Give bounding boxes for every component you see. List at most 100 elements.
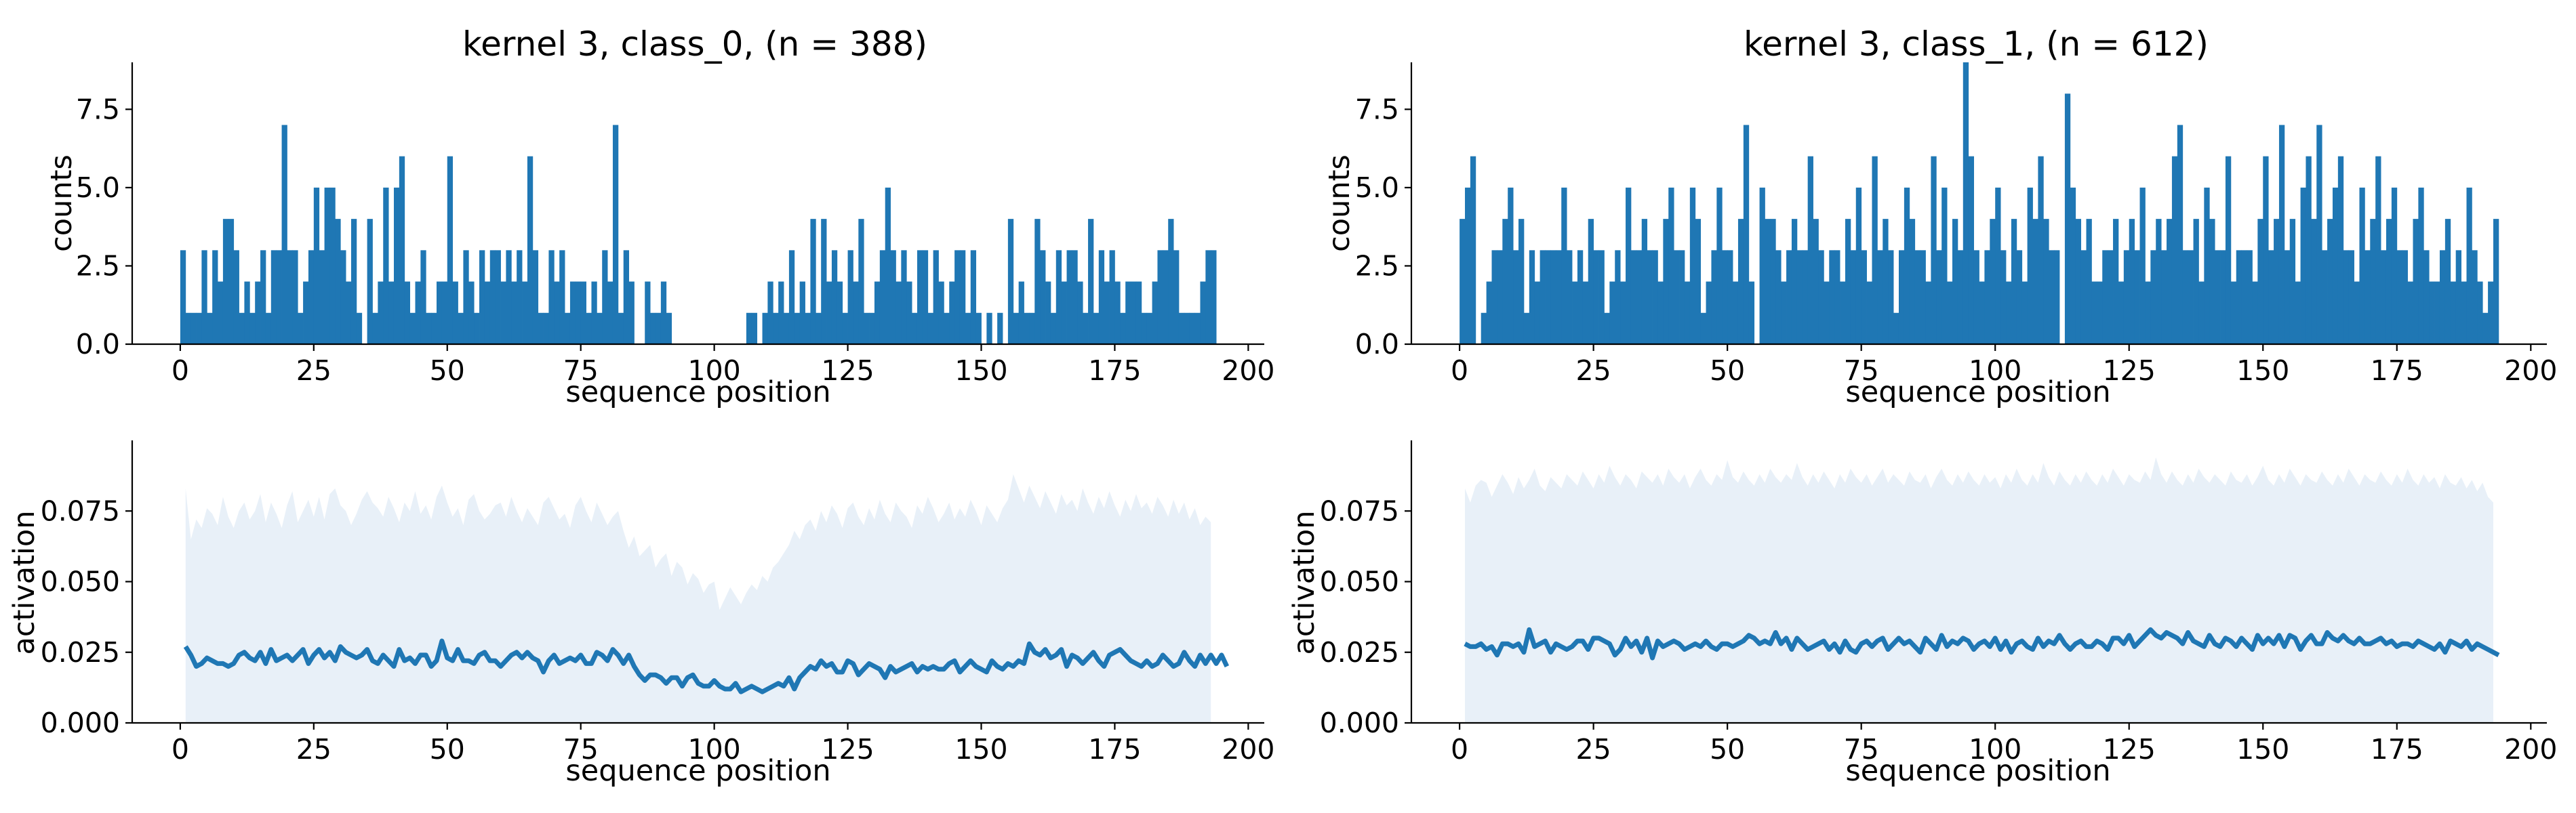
histogram-bar	[2225, 156, 2232, 344]
histogram-bar	[393, 187, 400, 344]
x-tick-label: 200	[2504, 354, 2557, 387]
histogram-bar	[2177, 125, 2183, 344]
histogram-bar	[2263, 156, 2269, 344]
histogram-bar	[1050, 312, 1057, 344]
histogram-bar	[2064, 93, 2071, 344]
histogram-bar	[1872, 156, 1878, 344]
histogram-bar	[746, 312, 752, 344]
x-ticks-class-0: 0 25 50 75 100 125 150 175 200	[172, 344, 1275, 387]
histogram-bar	[1141, 312, 1148, 344]
histogram-bar	[1146, 312, 1152, 344]
histogram-bar	[831, 250, 838, 344]
histogram-bar	[1914, 250, 1920, 344]
histogram-bar	[1679, 250, 1685, 344]
x-tick-label: 175	[2371, 733, 2423, 766]
histogram-bar	[1200, 281, 1206, 344]
y-tick-label: 5.0	[1355, 171, 1399, 204]
histogram-bar	[607, 281, 613, 344]
histogram-bar	[2049, 250, 2055, 344]
histogram-bar	[1582, 281, 1589, 344]
histogram-bar	[1572, 281, 1578, 344]
histogram-bar	[2252, 281, 2258, 344]
histogram-bar	[586, 312, 592, 344]
x-axis-label-activation-class-0: sequence position	[565, 754, 830, 788]
histogram-bar	[1861, 250, 1867, 344]
histogram-bar	[2348, 250, 2354, 344]
histogram-bar	[1588, 219, 1594, 344]
histogram-bar	[1024, 312, 1030, 344]
histogram-bar	[660, 281, 667, 344]
y-ticks-activation-class-1: 0.000 0.025 0.050 0.075	[1320, 495, 1411, 739]
histogram-bar	[1716, 187, 1723, 344]
histogram-bar	[463, 250, 469, 344]
y-tick-label: 0.050	[41, 566, 120, 598]
histogram-bar	[2316, 125, 2322, 344]
histogram-bar	[474, 312, 480, 344]
histogram-bar	[842, 312, 848, 344]
histogram-bar	[778, 281, 784, 344]
histogram-bar	[452, 281, 458, 344]
histogram-bar	[2466, 187, 2472, 344]
activation-line-class-0	[183, 638, 1230, 694]
histogram-bar	[532, 250, 539, 344]
histogram-bar	[426, 312, 432, 344]
x-tick-label: 50	[430, 733, 465, 766]
histogram-bar	[1743, 125, 1750, 344]
histogram-bar	[602, 250, 608, 344]
histogram-bar	[1157, 250, 1163, 344]
histogram-bar	[511, 281, 517, 344]
y-tick-label: 0.025	[1320, 636, 1399, 669]
histogram-bar	[1968, 156, 1974, 344]
histogram-bar	[298, 312, 304, 344]
histogram-bar	[1109, 250, 1115, 344]
y-ticks-class-0: 0.0 2.5 5.0 7.5	[76, 93, 132, 360]
histogram-bar	[517, 250, 523, 344]
histogram-bar	[415, 281, 421, 344]
x-tick-label: 0	[172, 733, 189, 766]
x-tick-label: 25	[296, 354, 331, 387]
histogram-bar	[858, 219, 864, 344]
histogram-bar	[1184, 312, 1190, 344]
histogram-bar	[2274, 219, 2280, 344]
histogram-bar	[869, 312, 875, 344]
histogram-bar	[2080, 250, 2087, 344]
histogram-bar	[281, 125, 287, 344]
histogram-bar	[303, 281, 309, 344]
histogram-bar	[2000, 250, 2007, 344]
histogram-bar	[1674, 250, 1680, 344]
x-tick-label: 25	[1576, 733, 1611, 766]
histogram-bar	[1796, 250, 1803, 344]
histogram-bar	[2167, 219, 2173, 344]
histogram-bar	[1722, 250, 1728, 344]
histogram-bar	[965, 312, 971, 344]
histogram-bar	[565, 312, 571, 344]
histogram-bar	[437, 281, 443, 344]
histogram-bar	[628, 281, 635, 344]
histogram-bar	[495, 250, 501, 344]
histogram-bar	[1990, 219, 1996, 344]
histogram-bar	[879, 250, 886, 344]
histogram-bar	[917, 250, 923, 344]
histogram-bar	[1947, 281, 1953, 344]
histogram-bar	[1072, 250, 1078, 344]
histogram-bar	[431, 312, 437, 344]
histogram-bar	[1040, 250, 1046, 344]
histogram-bar	[864, 312, 870, 344]
histogram-bar	[2391, 187, 2398, 344]
histogram-bar	[201, 250, 207, 344]
activation-band-class-1	[1465, 457, 2493, 723]
histogram-bar	[207, 312, 213, 344]
histogram-bar	[1695, 219, 1702, 344]
x-tick-label: 125	[2103, 354, 2156, 387]
histogram-bar	[527, 156, 534, 344]
histogram-bar	[554, 281, 560, 344]
histogram-bar	[773, 312, 779, 344]
y-tick-label: 0.0	[76, 328, 120, 360]
histogram-bar	[2434, 281, 2440, 344]
histogram-bar	[1518, 219, 1525, 344]
histogram-bar	[2386, 219, 2392, 344]
x-tick-label: 200	[2504, 733, 2557, 766]
histogram-bar	[2038, 156, 2044, 344]
histogram-bar	[270, 250, 277, 344]
histogram-bar	[458, 312, 464, 344]
